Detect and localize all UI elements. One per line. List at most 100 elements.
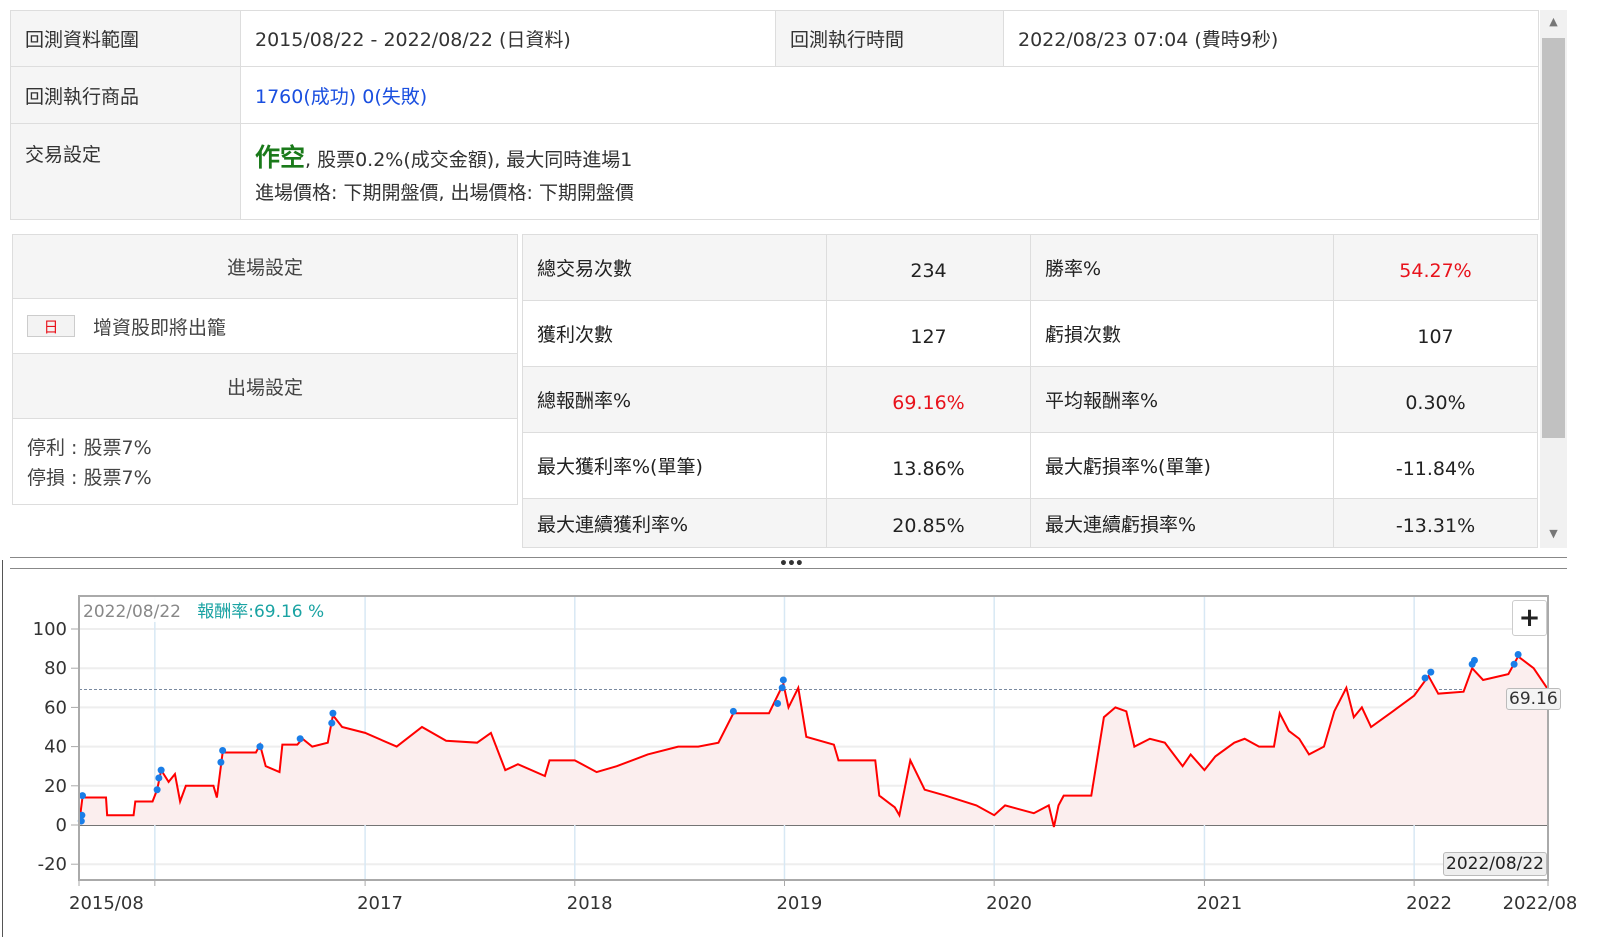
stat-value-text: 54.27% [1399, 259, 1472, 282]
entry-marker [157, 766, 165, 774]
stat-label: 最大獲利率%(單筆) [522, 432, 827, 499]
entry-settings-header: 進場設定 [12, 234, 518, 299]
entry-title: 進場設定 [226, 257, 303, 279]
stat-label: 最大連續虧損率% [1030, 498, 1334, 548]
scroll-up-arrow-icon[interactable]: ▲ [1549, 15, 1558, 28]
entry-marker [256, 743, 264, 751]
stat-label-text: 勝率% [1045, 258, 1102, 280]
trade-label: 交易設定 [10, 123, 241, 220]
products-label: 回測執行商品 [10, 66, 241, 124]
entry-marker [296, 735, 304, 743]
stat-value: 127 [826, 300, 1031, 367]
take-profit: 停利 : 股票7% [27, 437, 152, 459]
entry-condition: 增資股即將出籠 [93, 316, 227, 339]
entry-marker [1421, 674, 1429, 682]
y-tick-label: -20 [38, 854, 67, 875]
entry-marker [153, 786, 161, 794]
x-tick-label: 2018 [567, 893, 613, 914]
entry-marker [78, 792, 86, 800]
y-tick-label: 40 [44, 737, 67, 758]
stat-value: 107 [1333, 300, 1538, 367]
y-tick-label: 60 [44, 697, 67, 718]
stat-label-text: 最大連續獲利率% [537, 513, 689, 536]
products-fail-link[interactable]: 0(失敗) [362, 85, 428, 108]
stop-loss: 停損 : 股票7% [27, 467, 152, 489]
scroll-down-arrow-icon[interactable]: ▼ [1549, 527, 1558, 540]
x-tick-label: 2022/08 [1503, 893, 1578, 914]
x-tick-label: 2019 [776, 893, 822, 914]
tooltip-value: 69.16 % [253, 602, 325, 622]
stat-label: 最大虧損率%(單筆) [1030, 432, 1334, 499]
exit-conditions: 停利 : 股票7% 停損 : 股票7% [12, 418, 518, 505]
range-label-text: 回測資料範圍 [25, 29, 140, 51]
exit-title: 出場設定 [226, 376, 303, 399]
stat-value-text: -11.84% [1395, 457, 1476, 480]
x-tick-label: 2017 [357, 893, 403, 914]
range-value: 2015/08/22 - 2022/08/22 (日資料) [240, 10, 776, 67]
stat-label: 虧損次數 [1030, 300, 1334, 367]
exec-time-label: 回測執行時間 [775, 10, 1004, 67]
y-tick-label: 100 [33, 619, 67, 640]
entry-marker [729, 707, 737, 715]
stat-value-text: 0.30% [1405, 391, 1466, 414]
plot-border [78, 595, 1549, 881]
stat-value: 13.86% [826, 432, 1031, 499]
stat-label: 獲利次數 [522, 300, 827, 367]
stat-label-text: 平均報酬率% [1045, 390, 1159, 412]
stat-label: 勝率% [1030, 234, 1334, 301]
splitter-handle-icon[interactable]: ••• [779, 556, 804, 572]
entry-marker [774, 699, 782, 707]
scrollbar-thumb[interactable] [1542, 38, 1565, 438]
y-tick-label: 80 [44, 658, 67, 679]
x-tick-label: 2021 [1196, 893, 1242, 914]
stat-label: 總報酬率% [522, 366, 827, 433]
stat-value: 234 [826, 234, 1031, 301]
entry-marker [328, 719, 336, 727]
stat-label-text: 虧損次數 [1045, 324, 1122, 346]
trade-detail: , 股票0.2%(成交金額), 最大同時進場1 [305, 149, 633, 171]
entry-marker [219, 747, 227, 755]
stat-value: 20.85% [826, 498, 1031, 548]
stat-value: 69.16% [826, 366, 1031, 433]
entry-marker [329, 709, 337, 717]
entry-marker [1470, 656, 1478, 664]
entry-marker [1427, 668, 1435, 676]
exec-time-label-text: 回測執行時間 [790, 29, 905, 51]
y-tick-label: 20 [44, 776, 67, 797]
x-tick-label: 2022 [1406, 893, 1452, 914]
stat-value-text: 69.16% [892, 391, 965, 414]
daily-badge: 日 [27, 315, 75, 337]
stat-value-text: 13.86% [892, 457, 965, 480]
stat-value-text: 107 [1417, 325, 1454, 348]
stat-label-text: 總報酬率% [537, 390, 632, 412]
stat-value: -11.84% [1333, 432, 1538, 499]
stat-value-text: 20.85% [892, 515, 965, 537]
entry-marker [78, 811, 86, 819]
splitter-bottom-line [10, 568, 1567, 569]
entry-marker [779, 676, 787, 684]
zoom-in-button[interactable]: + [1512, 600, 1547, 636]
trade-settings: 作空, 股票0.2%(成交金額), 最大同時進場1 進場價格: 下期開盤價, 出… [240, 123, 1539, 220]
trade-direction: 作空 [255, 143, 306, 172]
products-value: 1760(成功) 0(失敗) [240, 66, 1539, 124]
stat-value: 54.27% [1333, 234, 1538, 301]
stat-value-text: -13.31% [1395, 515, 1476, 537]
entry-marker [1510, 660, 1518, 668]
exit-settings-header: 出場設定 [12, 353, 518, 419]
stat-label-text: 獲利次數 [537, 324, 614, 346]
crosshair-date-label: 2022/08/22 [1443, 852, 1547, 876]
stat-value: -13.31% [1333, 498, 1538, 548]
chart-tooltip: 2022/08/22 報酬率:69.16 % [80, 597, 328, 622]
area-fill [79, 656, 1548, 827]
x-tick-label: 2015/08 [69, 893, 144, 914]
stat-label-text: 最大獲利率%(單筆) [537, 456, 703, 478]
stat-label: 最大連續獲利率% [522, 498, 827, 548]
trade-label-text: 交易設定 [25, 144, 102, 166]
stat-value-text: 127 [910, 325, 947, 348]
range-label: 回測資料範圍 [10, 10, 241, 67]
products-success-link[interactable]: 1760(成功) [255, 85, 357, 108]
left-border [2, 560, 3, 937]
entry-condition-row: 日 增資股即將出籠 [12, 298, 518, 354]
x-tick-label: 2020 [986, 893, 1032, 914]
